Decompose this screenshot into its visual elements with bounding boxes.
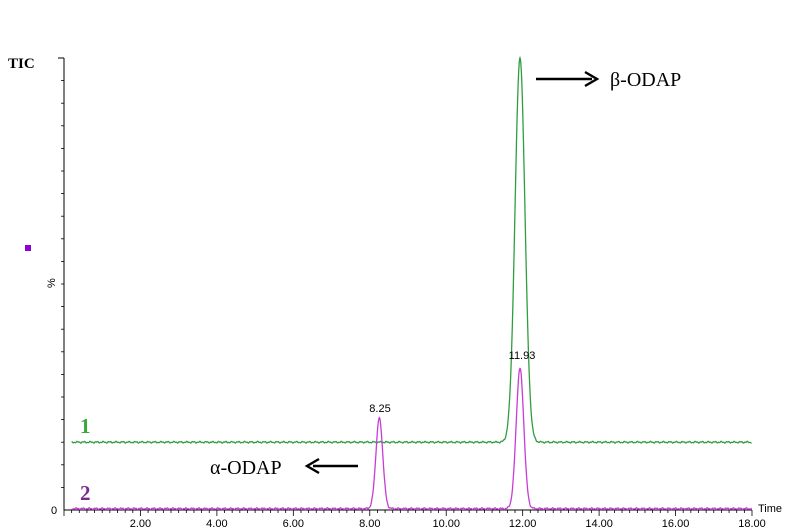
x-tick-label: 18.00 xyxy=(738,518,766,530)
x-tick-label: 2.00 xyxy=(130,518,151,530)
y-axis-label: % xyxy=(46,278,58,288)
beta-odap-label: β-ODAP xyxy=(610,69,681,91)
x-tick-labels: 2.00 4.00 6.00 8.00 10.00 12.00 14.00 16.00 18.0… xyxy=(130,518,766,530)
series-1-trace xyxy=(71,55,753,444)
series-1-label: 1 xyxy=(80,414,91,438)
alpha-odap-annotation: α-ODAP xyxy=(210,457,358,479)
alpha-odap-label: α-ODAP xyxy=(210,457,282,479)
x-tick-label: 16.00 xyxy=(662,518,690,530)
y-axis-top-label: TIC xyxy=(8,56,35,72)
x-tick-label: 6.00 xyxy=(283,518,304,530)
legend-marker xyxy=(25,245,31,251)
y-axis-zero-label: 0 xyxy=(51,505,57,517)
right-arrowhead-icon xyxy=(584,70,600,88)
x-axis-label: Time xyxy=(758,503,782,515)
x-tick-label: 8.00 xyxy=(359,518,380,530)
left-arrowhead-icon xyxy=(304,457,320,475)
x-tick-label: 4.00 xyxy=(206,518,227,530)
series-2-label: 2 xyxy=(80,481,91,505)
x-tick-label: 10.00 xyxy=(432,518,460,530)
series-2-trace xyxy=(71,367,753,511)
x-axis-ticks xyxy=(63,510,753,516)
x-tick-label: 12.00 xyxy=(509,518,537,530)
peak-label-8-25: 8.25 xyxy=(369,403,390,415)
y-axis-ticks xyxy=(61,80,64,488)
x-tick-label: 14.00 xyxy=(585,518,613,530)
beta-odap-annotation: β-ODAP xyxy=(536,69,681,91)
peak-label-11-93: 11.93 xyxy=(509,350,536,362)
